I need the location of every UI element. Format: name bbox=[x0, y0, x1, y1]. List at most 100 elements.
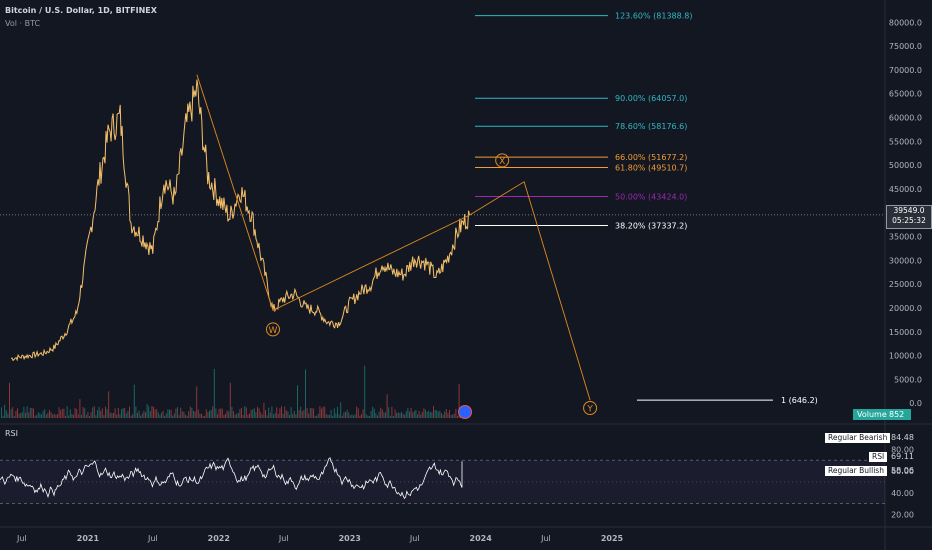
volume-bar bbox=[66, 406, 68, 418]
volume-bar bbox=[452, 414, 454, 418]
volume-bar bbox=[300, 406, 302, 418]
volume-bar bbox=[314, 415, 316, 418]
time-tick-label: 2024 bbox=[470, 534, 493, 543]
volume-badge-label: Volume bbox=[857, 410, 887, 419]
volume-bar bbox=[341, 415, 343, 418]
volume-bar bbox=[15, 410, 17, 418]
volume-bar bbox=[241, 407, 242, 418]
volume-bar bbox=[418, 410, 420, 418]
volume-bar bbox=[401, 411, 402, 418]
volume-bar bbox=[279, 408, 281, 418]
wave-path-line bbox=[196, 74, 591, 401]
price-tick-label: 10000.0 bbox=[889, 352, 922, 361]
volume-bar bbox=[220, 408, 222, 418]
price-tick-label: 80000.0 bbox=[889, 18, 922, 27]
volume-bar bbox=[399, 413, 401, 418]
volume-bar bbox=[193, 410, 194, 418]
volume-bar bbox=[106, 409, 108, 418]
volume-bar bbox=[289, 414, 290, 418]
price-tick-label: 60000.0 bbox=[889, 114, 922, 123]
volume-bar bbox=[361, 414, 362, 418]
volume-bar bbox=[245, 407, 247, 418]
volume-bar bbox=[426, 411, 428, 418]
volume-bar bbox=[197, 409, 199, 418]
btc-price-line bbox=[10, 79, 470, 362]
volume-bar bbox=[362, 409, 364, 418]
rsi-indicator-label[interactable]: RSI bbox=[5, 429, 18, 438]
volume-bar bbox=[453, 413, 455, 418]
volume-bar bbox=[317, 413, 319, 418]
volume-bar bbox=[210, 410, 212, 418]
volume-bar bbox=[167, 409, 169, 418]
volume-bar bbox=[117, 408, 119, 418]
volume-bar bbox=[153, 406, 154, 418]
volume-bar bbox=[146, 403, 148, 418]
volume-bar bbox=[458, 383, 460, 418]
volume-bar bbox=[138, 410, 140, 418]
price-tick-label: 50000.0 bbox=[889, 161, 922, 170]
volume-bar bbox=[316, 415, 318, 418]
volume-bar bbox=[284, 406, 286, 418]
volume-bar bbox=[247, 414, 249, 418]
symbol-title[interactable]: Bitcoin / U.S. Dollar, 1D, BITFINEX bbox=[5, 6, 157, 15]
volume-bar bbox=[319, 406, 321, 418]
volume-bar bbox=[293, 411, 295, 418]
volume-bar bbox=[100, 410, 102, 418]
volume-bar bbox=[26, 406, 28, 418]
volume-bar bbox=[101, 408, 103, 418]
wave-label-circle bbox=[265, 322, 280, 337]
volume-bar bbox=[127, 411, 129, 418]
volume-bar bbox=[402, 413, 404, 418]
volume-bar bbox=[444, 411, 446, 418]
volume-bar bbox=[157, 412, 159, 418]
volume-bar bbox=[23, 406, 25, 418]
time-tick-label: 2021 bbox=[77, 534, 100, 543]
volume-bar bbox=[308, 413, 310, 418]
volume-bar bbox=[274, 412, 276, 418]
volume-bar bbox=[183, 411, 185, 418]
volume-bar bbox=[217, 414, 218, 418]
volume-bar bbox=[409, 411, 410, 418]
volume-bar bbox=[151, 406, 153, 418]
volume-bar bbox=[52, 414, 54, 418]
rsi-current-value: 69.11 bbox=[891, 452, 914, 461]
volume-bar bbox=[364, 365, 366, 418]
volume-bar bbox=[457, 415, 458, 418]
volume-bar bbox=[89, 416, 90, 418]
volume-bar bbox=[330, 409, 332, 418]
volume-bar bbox=[221, 408, 223, 418]
volume-bar bbox=[449, 410, 450, 418]
volume-bar bbox=[436, 410, 438, 418]
bar-countdown: 05:25:32 bbox=[892, 216, 926, 225]
volume-bar bbox=[271, 406, 273, 418]
volume-bar bbox=[298, 410, 300, 418]
volume-bar bbox=[297, 385, 298, 418]
volume-bar bbox=[73, 414, 74, 418]
volume-bar bbox=[201, 413, 202, 418]
volume-bar bbox=[380, 407, 382, 418]
volume-bar bbox=[97, 410, 98, 418]
wave-label-text: X bbox=[499, 157, 505, 167]
volume-bar bbox=[276, 407, 278, 418]
volume-bar bbox=[60, 410, 62, 418]
volume-bar bbox=[194, 411, 196, 418]
volume-bar bbox=[282, 413, 284, 418]
volume-bar bbox=[45, 414, 47, 418]
volume-bar bbox=[404, 414, 406, 418]
volume-bar bbox=[417, 414, 418, 418]
fib-level-label: 61.80% (49510.7) bbox=[615, 163, 687, 172]
us-flag-event-icon[interactable] bbox=[458, 405, 472, 419]
volume-bar bbox=[81, 414, 82, 418]
volume-bar bbox=[265, 410, 266, 418]
volume-bar bbox=[445, 409, 447, 418]
volume-bar bbox=[377, 415, 378, 418]
wave-label-text: Y bbox=[586, 405, 593, 415]
volume-bar bbox=[169, 409, 170, 418]
volume-indicator-label[interactable]: Vol · BTC bbox=[5, 19, 41, 28]
volume-bar bbox=[431, 412, 433, 418]
fib-level-label: 1 (646.2) bbox=[781, 396, 818, 405]
volume-bar bbox=[145, 412, 146, 418]
volume-bar bbox=[277, 414, 279, 418]
volume-bar bbox=[77, 414, 79, 418]
rsi-line bbox=[0, 457, 463, 500]
